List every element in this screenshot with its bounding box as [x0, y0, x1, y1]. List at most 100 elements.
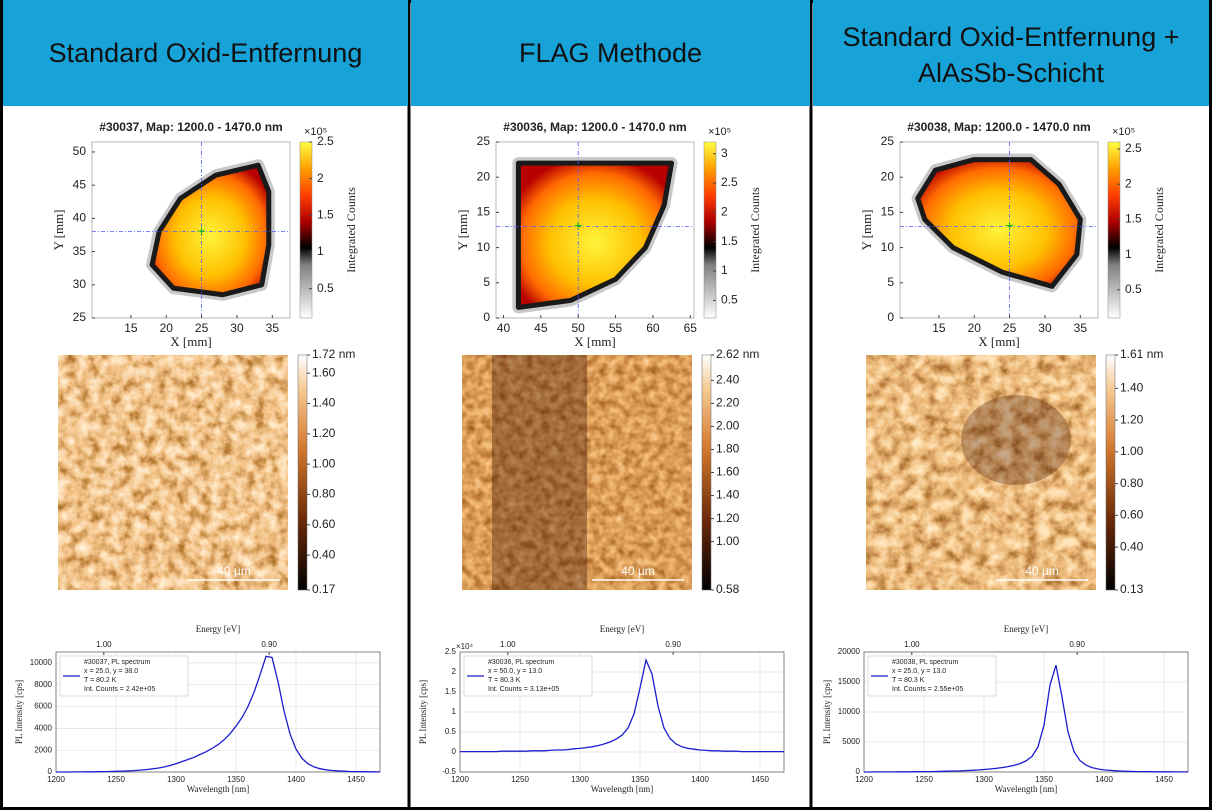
y-tick-label: 0 — [483, 310, 490, 324]
colorbar-tick-label: 0.60 — [312, 517, 336, 531]
y-tick-label: 2.5 — [445, 647, 457, 656]
colorbar-tick-label: 2 — [1125, 176, 1132, 190]
x-tick-label: 30 — [1038, 321, 1052, 335]
colorbar-tick-label: 1.40 — [716, 488, 740, 502]
x2-tick-label: 0.90 — [1069, 640, 1085, 649]
legend-detail: T = 80.3 K — [892, 677, 925, 684]
colorbar-multiplier: ×10⁵ — [1112, 126, 1135, 138]
legend-box — [463, 655, 593, 697]
y-tick-label: 20 — [477, 169, 491, 183]
y-tick-label: 6000 — [34, 702, 52, 711]
x-tick-label: 1450 — [751, 775, 769, 784]
colorbar-tick-label: 0.5 — [721, 293, 738, 307]
colorbar-tick-label: 2.5 — [1125, 141, 1142, 155]
x-tick-label: 35 — [266, 321, 280, 335]
colorbar-tick-label: 3 — [721, 146, 728, 160]
colorbar-tick-label: 1.20 — [312, 426, 336, 440]
map-title: #30036, Map: 1200.0 - 1470.0 nm — [503, 120, 686, 134]
colorbar-tick-label: 0.80 — [312, 487, 336, 501]
x-tick-label: 55 — [609, 321, 623, 335]
colorbar-tick-label: 1.5 — [721, 234, 738, 248]
x-axis-label: X [mm] — [170, 334, 212, 349]
y-tick-label: 20000 — [838, 647, 861, 656]
colorbar-tick-label: 2.62 nm — [716, 347, 759, 361]
x-tick-label: 40 — [497, 321, 511, 335]
y-tick-label: 50 — [73, 144, 87, 158]
colorbar-multiplier: ×10⁵ — [708, 126, 731, 138]
y-tick-label: 4000 — [34, 723, 52, 732]
scale-bar-label: 40 µm — [217, 564, 251, 578]
x-tick-label: 15 — [124, 321, 138, 335]
x-tick-label: 45 — [534, 321, 548, 335]
colorbar-tick-label: 1.20 — [1120, 412, 1144, 426]
colorbar-tick-label: 1.5 — [317, 208, 334, 222]
y-tick-label: 25 — [881, 134, 895, 148]
x-tick-label: 1400 — [691, 775, 709, 784]
legend-box — [59, 655, 189, 697]
y-tick-label: 8000 — [34, 680, 52, 689]
colorbar-tick-label: 1.40 — [1120, 381, 1144, 395]
x-tick-label: 1450 — [347, 775, 365, 784]
y-tick-label: 2000 — [34, 745, 52, 754]
legend-detail: T = 80.2 K — [84, 677, 117, 684]
x-tick-label: 1250 — [107, 775, 125, 784]
y-tick-label: -0.5 — [442, 767, 456, 776]
x-tick-label: 1300 — [167, 775, 185, 784]
legend-detail: x = 50.0, y = 13.0 — [488, 668, 542, 675]
colorbar-tick-label: 1 — [1125, 247, 1132, 261]
y-tick-label: 0.5 — [445, 727, 457, 736]
plot-frame — [899, 141, 1099, 319]
y-tick-label: 10 — [881, 240, 895, 254]
legend-box — [867, 655, 997, 697]
spectrum-line — [864, 665, 1188, 773]
colorbar-tick-label: 0.40 — [312, 547, 336, 561]
y-tick-label: 40 — [73, 211, 87, 225]
afm-image — [58, 355, 288, 590]
x-axis-label: Wavelength [nm] — [995, 784, 1058, 794]
y-axis-label: PL Intensity [cps] — [14, 680, 24, 744]
scale-bar-label: 40 µm — [1025, 564, 1059, 578]
y-axis-label: Y [mm] — [455, 209, 470, 250]
map-region — [149, 162, 272, 298]
x-tick-label: 30 — [230, 321, 244, 335]
column-header: Standard Oxid-Entfernung + AlAsSb-Schich… — [813, 0, 1209, 106]
x-tick-label: 1200 — [451, 775, 469, 784]
plot-frame — [495, 141, 695, 319]
y-axis-label: Y [mm] — [51, 209, 66, 250]
spectrum-line — [56, 655, 381, 773]
colorbar-label: Integrated Counts — [748, 187, 762, 273]
x2-tick-label: 1.00 — [904, 640, 920, 649]
x-tick-label: 1450 — [1155, 775, 1173, 784]
x-tick-label: 60 — [646, 321, 660, 335]
scale-bar-label: 40 µm — [621, 564, 655, 578]
colorbar-tick-label: 1 — [721, 263, 728, 277]
colorbar-tick-label: 1.72 nm — [312, 347, 355, 361]
y-multiplier: ×10⁴ — [456, 642, 474, 651]
colorbar-tick-label: 1.00 — [312, 456, 336, 470]
x-tick-label: 1400 — [287, 775, 305, 784]
x2-tick-label: 1.00 — [96, 640, 112, 649]
y-tick-label: 25 — [477, 134, 491, 148]
legend-detail: Int. Counts = 2.42e+05 — [84, 686, 155, 693]
colorbar-tick-label: 1.40 — [312, 396, 336, 410]
colorbar-tick-label: 0.58 — [716, 582, 740, 596]
x2-axis-label: Energy [eV] — [196, 624, 241, 634]
colorbar-tick-label: 0.13 — [1120, 582, 1144, 596]
colorbar-tick-label: 2 — [317, 171, 324, 185]
y-tick-label: 35 — [73, 244, 87, 258]
legend-entry: #30037, PL spectrum — [84, 659, 150, 666]
colorbar-tick-label: 1.00 — [1120, 444, 1144, 458]
colorbar — [299, 141, 313, 319]
y-tick-label: 2 — [452, 667, 457, 676]
colorbar-tick-label: 1.80 — [716, 442, 740, 456]
y-tick-label: 10 — [477, 240, 491, 254]
colorbar — [297, 354, 308, 591]
plot-frame — [55, 651, 381, 773]
x-tick-label: 25 — [1003, 321, 1017, 335]
column-header: FLAG Methode — [411, 0, 810, 106]
x-tick-label: 20 — [160, 321, 174, 335]
legend-detail: x = 25.0, y = 38.0 — [84, 668, 138, 675]
x-axis-label: X [mm] — [574, 334, 616, 349]
legend-detail: x = 25.0, y = 13.0 — [892, 668, 946, 675]
y-tick-label: 15000 — [838, 677, 861, 686]
